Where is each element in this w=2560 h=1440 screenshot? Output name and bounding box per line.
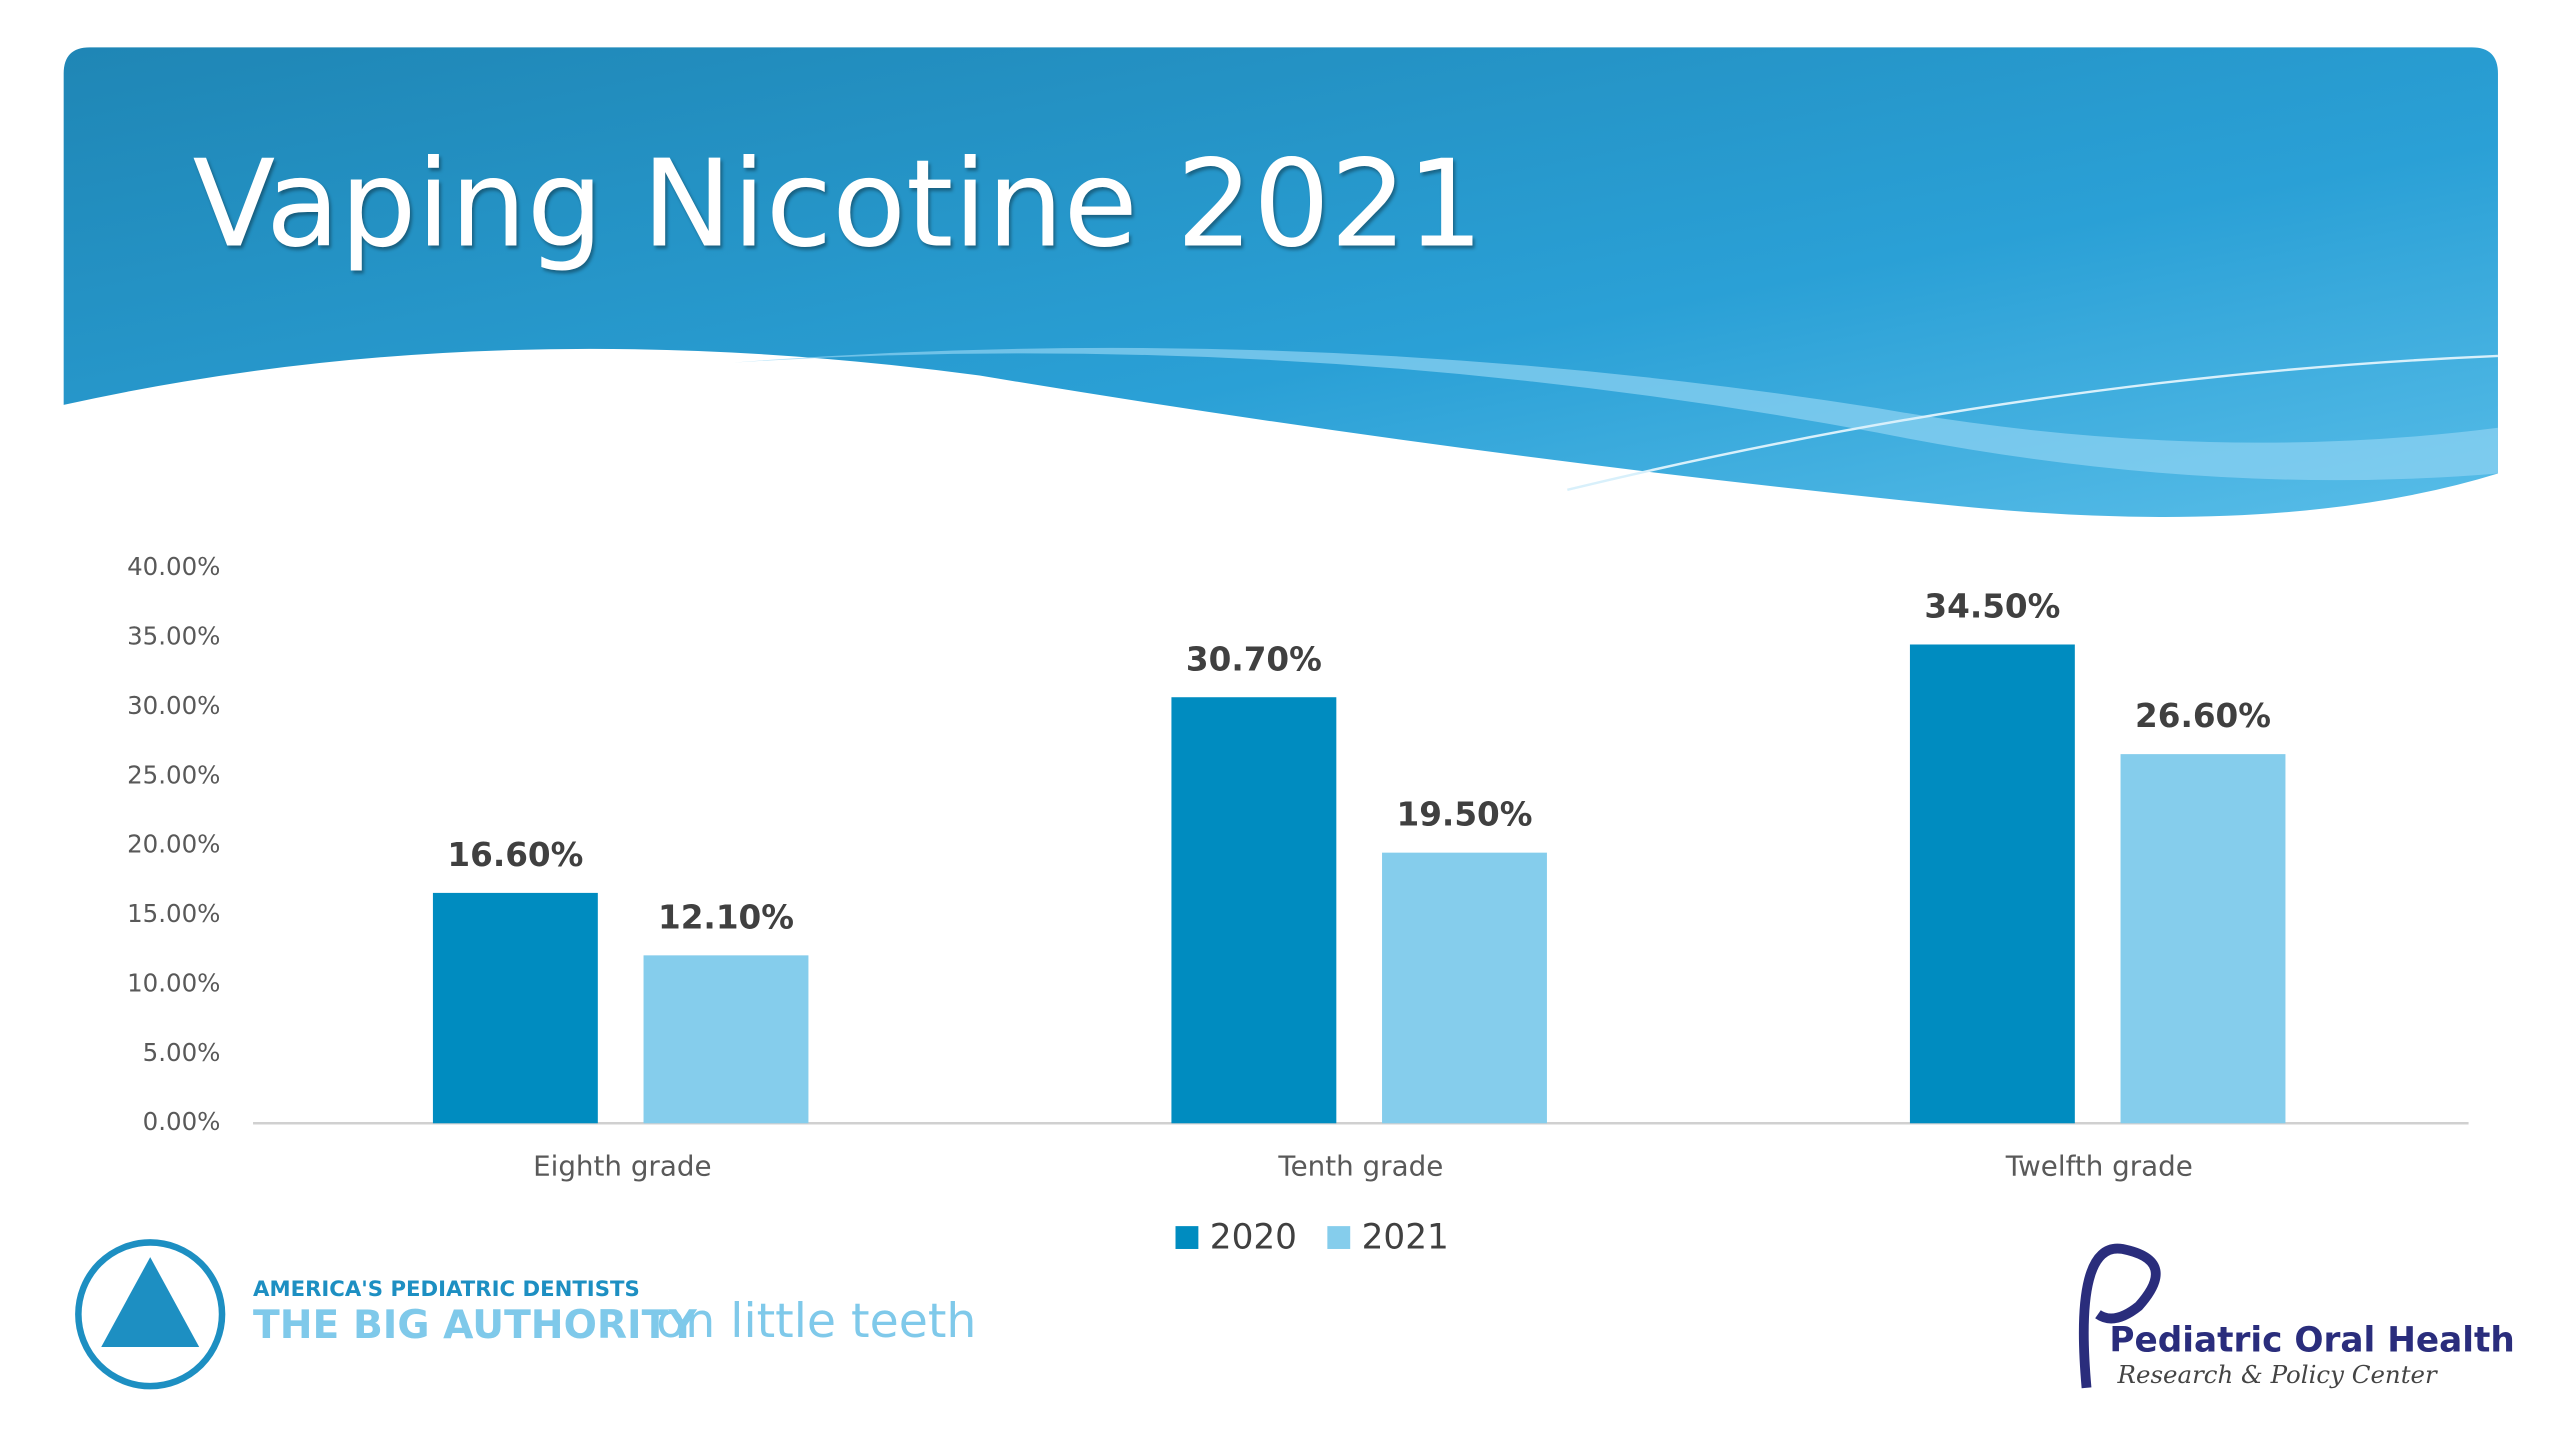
y-tick-label: 35.00% [127, 622, 220, 651]
y-tick-label: 30.00% [127, 691, 220, 720]
legend-swatch [1175, 1226, 1199, 1249]
data-label: 16.60% [447, 836, 583, 874]
bar [1909, 644, 2075, 1124]
left-logo: AMERICA'S PEDIATRIC DENTISTS THE BIG AUT… [75, 1239, 976, 1390]
header-wave [734, 347, 2498, 481]
y-tick-label: 10.00% [127, 968, 220, 997]
logo-p [2078, 1243, 2161, 1389]
legend-label: 2020 [1210, 1218, 1297, 1258]
y-tick-label: 40.00% [127, 552, 220, 581]
logo-sub: Research & Policy Center [2117, 1360, 2438, 1389]
data-label: 12.10% [658, 898, 794, 936]
legend-label: 2021 [1362, 1218, 1449, 1258]
right-logo: Pediatric Oral Health Research & Policy … [2078, 1243, 2515, 1389]
logo-name: Pediatric Oral Health [2109, 1321, 2514, 1361]
bar [1171, 697, 1337, 1124]
data-label: 34.50% [1924, 588, 2060, 626]
header-band [63, 47, 2498, 518]
logo-bold: THE BIG AUTHORITY [253, 1303, 697, 1348]
data-label: 26.60% [2135, 697, 2271, 735]
chart-title: Vaping Nicotine 2021 [193, 134, 1484, 274]
bar [2120, 754, 2286, 1124]
x-tick-label: Eighth grade [533, 1149, 711, 1182]
logo-light: on little teeth [656, 1294, 976, 1349]
x-tick-label: Tenth grade [1277, 1149, 1443, 1182]
logo-mark [101, 1257, 200, 1347]
y-tick-label: 0.00% [143, 1107, 221, 1136]
legend-swatch [1327, 1226, 1351, 1249]
x-tick-label: Twelfth grade [2005, 1149, 2193, 1182]
data-label: 30.70% [1186, 640, 1322, 678]
header-wave-line [1567, 354, 2499, 491]
plot: 0.00% 5.00% 10.00% 15.00% 20.00% 25.00% 30.00%… [127, 552, 2286, 1258]
y-tick-label: 20.00% [127, 830, 220, 859]
y-tick-label: 25.00% [127, 760, 220, 789]
y-tick-label: 5.00% [143, 1038, 221, 1067]
y-tick-label: 15.00% [127, 899, 220, 928]
data-label: 19.50% [1397, 796, 1533, 834]
bar [643, 955, 809, 1124]
bar [432, 892, 598, 1124]
bar [1382, 852, 1547, 1124]
logo-tagline: AMERICA'S PEDIATRIC DENTISTS [253, 1277, 640, 1302]
